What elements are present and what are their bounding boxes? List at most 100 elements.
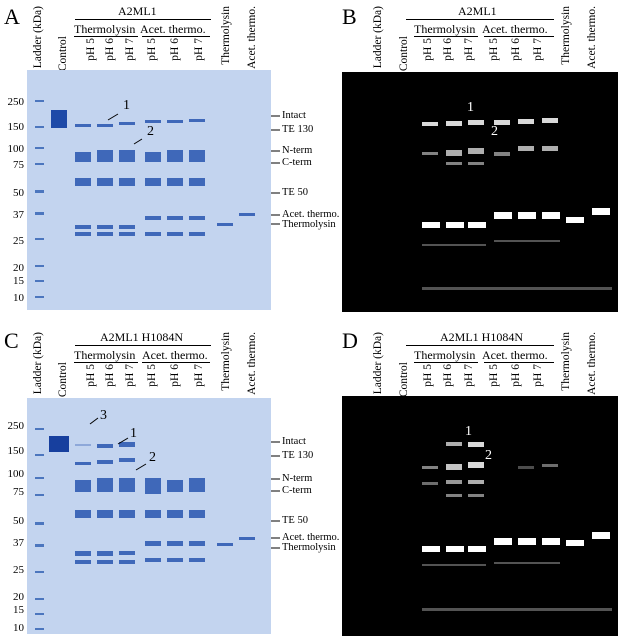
panel-letter: D — [342, 328, 358, 353]
mw-label: 50 — [13, 187, 24, 199]
title-underline — [406, 345, 554, 346]
band-marker: 2 — [149, 450, 156, 465]
lane-label: Control — [398, 362, 410, 398]
mw-label: 100 — [7, 143, 25, 155]
gel-title: A2ML1 — [118, 4, 157, 18]
mw-label: 75 — [13, 486, 24, 498]
title-underline — [406, 19, 554, 20]
band-marker: 1 — [130, 426, 137, 441]
lane-label: pH 7 — [463, 364, 475, 387]
coomassie-gel — [27, 398, 271, 634]
lane-label: Ladder (kDa) — [372, 6, 384, 69]
group-thermolysin: Thermolysin — [74, 22, 136, 36]
lane-label: pH 6 — [510, 38, 522, 61]
right-label: Thermolysin — [282, 219, 336, 230]
lane-label: pH 5 — [488, 38, 500, 61]
mw-label: 15 — [13, 275, 24, 287]
coomassie-gel — [27, 70, 271, 310]
panel-letter: B — [342, 4, 357, 29]
fluorescence-gel — [342, 72, 618, 312]
gel-bands — [35, 100, 255, 298]
lane-label: Control — [398, 36, 410, 72]
group-thermolysin: Thermolysin — [74, 348, 136, 362]
group-acet-thermo: Acet. thermo. — [482, 348, 548, 362]
mw-label: 20 — [13, 591, 24, 603]
panel-b: B A2ML1 Thermolysin Acet. thermo. Ladder… — [310, 0, 620, 320]
panel-letter: C — [4, 328, 19, 353]
right-label: Intact — [282, 110, 306, 121]
gel-title: A2ML1 H1084N — [440, 330, 523, 344]
panel-c: C A2ML1 H1084N Thermolysin Acet. thermo.… — [0, 320, 339, 640]
mw-label: 25 — [13, 235, 24, 247]
mw-label: 10 — [13, 292, 24, 304]
gel-title: A2ML1 H1084N — [100, 330, 183, 344]
group-acet-thermo: Acet. thermo. — [482, 22, 548, 36]
mw-label: 20 — [13, 262, 24, 274]
pointer-arrows — [107, 113, 280, 225]
mw-label: 150 — [7, 121, 25, 133]
pointer-arrows — [89, 417, 280, 549]
gel-bands — [422, 118, 612, 290]
mw-label: 75 — [13, 159, 24, 171]
right-label: TE 50 — [282, 187, 308, 198]
mw-label: 150 — [7, 445, 25, 457]
lane-label: pH 6 — [442, 38, 454, 61]
band-marker: 2 — [485, 448, 492, 463]
lane-label: pH 7 — [463, 38, 475, 61]
group-line-1 — [74, 362, 138, 363]
gel-bands — [35, 428, 255, 630]
band-marker: 2 — [491, 124, 498, 139]
lane-label: Acet. thermo. — [586, 332, 598, 395]
gel-bands — [422, 442, 612, 611]
band-marker: 2 — [147, 124, 154, 139]
band-marker: 1 — [467, 100, 474, 115]
lane-label: pH 6 — [442, 364, 454, 387]
mw-label: 37 — [13, 537, 24, 549]
right-label: N-term — [282, 473, 313, 484]
lane-label: Thermolysin — [560, 332, 572, 391]
group-line-2 — [484, 362, 554, 363]
group-acet-thermo: Acet. thermo. — [140, 22, 206, 36]
right-label: Intact — [282, 436, 306, 447]
lane-label: Thermolysin — [560, 6, 572, 65]
right-label: N-term — [282, 145, 313, 156]
gel-title: A2ML1 — [458, 4, 497, 18]
fluorescence-gel — [342, 396, 618, 636]
mw-label: 250 — [7, 96, 25, 108]
lane-label: pH 6 — [510, 364, 522, 387]
panel-letter: A — [4, 4, 20, 29]
group-thermolysin: Thermolysin — [414, 348, 476, 362]
lane-label: pH 5 — [488, 364, 500, 387]
group-line-2 — [142, 36, 210, 37]
lane-label: pH 7 — [532, 38, 544, 61]
group-line-1 — [74, 36, 138, 37]
right-label: Acet. thermo. — [282, 532, 340, 543]
lane-label: pH 5 — [422, 364, 434, 387]
mw-label: 37 — [13, 209, 24, 221]
title-underline — [75, 19, 211, 20]
panel-d: D A2ML1 H1084N Thermolysin Acet. thermo.… — [310, 320, 620, 640]
mw-label: 100 — [7, 468, 25, 480]
mw-label: 10 — [13, 622, 24, 634]
title-underline — [75, 345, 211, 346]
group-line-1 — [414, 36, 478, 37]
right-label: C-term — [282, 485, 312, 496]
right-label: TE 130 — [282, 450, 314, 461]
group-acet-thermo: Acet. thermo. — [142, 348, 208, 362]
panel-a: A A2ML1 Thermolysin Acet. thermo. Ladder… — [0, 0, 339, 320]
group-line-2 — [484, 36, 554, 37]
mw-label: 25 — [13, 564, 24, 576]
mw-label: 250 — [7, 420, 25, 432]
band-marker: 1 — [465, 424, 472, 439]
lane-label: Ladder (kDa) — [372, 332, 384, 395]
mw-label: 15 — [13, 604, 24, 616]
group-line-2 — [142, 362, 210, 363]
right-label: TE 130 — [282, 124, 314, 135]
right-label: Thermolysin — [282, 542, 336, 553]
band-marker: 3 — [100, 408, 107, 423]
right-label: TE 50 — [282, 515, 308, 526]
lane-label: pH 5 — [422, 38, 434, 61]
right-label: Acet. thermo. — [282, 209, 340, 220]
mw-label: 50 — [13, 515, 24, 527]
lane-label: Acet. thermo. — [586, 6, 598, 69]
